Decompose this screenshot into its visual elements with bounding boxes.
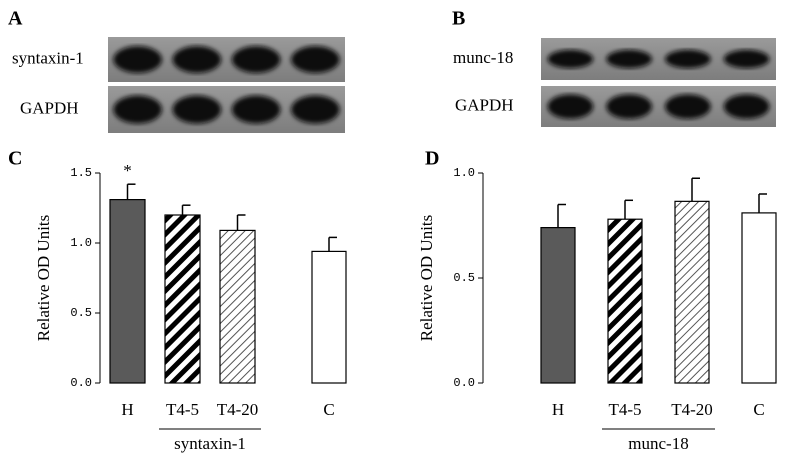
panel-letter: C	[8, 148, 22, 170]
x-tick-label: H	[121, 400, 133, 419]
blot-row-label: munc-18	[453, 48, 513, 67]
blot-band	[547, 49, 594, 69]
y-tick-label: 1.5	[70, 166, 92, 180]
bar	[311, 250, 347, 384]
blot-row-label: GAPDH	[20, 98, 79, 117]
blot-row-label: syntaxin-1	[12, 48, 84, 67]
y-tick-label: 0.0	[453, 376, 475, 390]
panel-letter: B	[452, 8, 465, 30]
y-axis-label: Relative OD Units	[34, 215, 53, 342]
x-tick-label: C	[753, 400, 764, 419]
bar	[674, 200, 710, 384]
blot-band	[291, 46, 340, 73]
group-label: syntaxin-1	[174, 434, 246, 453]
x-tick-label: C	[323, 400, 334, 419]
x-tick-label: H	[552, 400, 564, 419]
blot-band	[172, 46, 222, 73]
group-label: munc-18	[628, 434, 688, 453]
y-tick-label: 0.0	[70, 376, 92, 390]
blot-band	[172, 95, 222, 124]
blot-band	[113, 95, 162, 124]
x-tick-label: T4-5	[166, 400, 199, 419]
y-tick-label: 1.0	[70, 236, 92, 250]
blot-band	[723, 94, 770, 119]
x-tick-label: T4-5	[608, 400, 641, 419]
y-tick-label: 0.5	[70, 306, 92, 320]
bar	[607, 218, 643, 384]
blot-band	[664, 94, 711, 119]
x-tick-label: T4-20	[217, 400, 259, 419]
annotation: *	[123, 161, 132, 180]
bar	[540, 227, 576, 384]
blot-band	[231, 95, 281, 124]
blot-band	[664, 49, 711, 69]
bar	[109, 199, 146, 384]
bar	[164, 214, 201, 384]
bar	[741, 212, 777, 384]
bar	[219, 229, 256, 384]
panel-letter: A	[8, 8, 23, 30]
blot-band	[606, 94, 653, 119]
blot-band	[723, 49, 770, 69]
blot-band	[291, 95, 340, 124]
y-tick-label: 1.0	[453, 166, 475, 180]
panel-letter: D	[425, 148, 439, 170]
y-axis-label: Relative OD Units	[417, 215, 436, 342]
blot-band	[231, 46, 281, 73]
y-tick-label: 0.5	[453, 271, 475, 285]
blot-row-label: GAPDH	[455, 95, 514, 114]
blot-band	[547, 94, 594, 119]
blot-band	[606, 49, 653, 69]
blot-band	[113, 46, 162, 73]
x-tick-label: T4-20	[671, 400, 713, 419]
